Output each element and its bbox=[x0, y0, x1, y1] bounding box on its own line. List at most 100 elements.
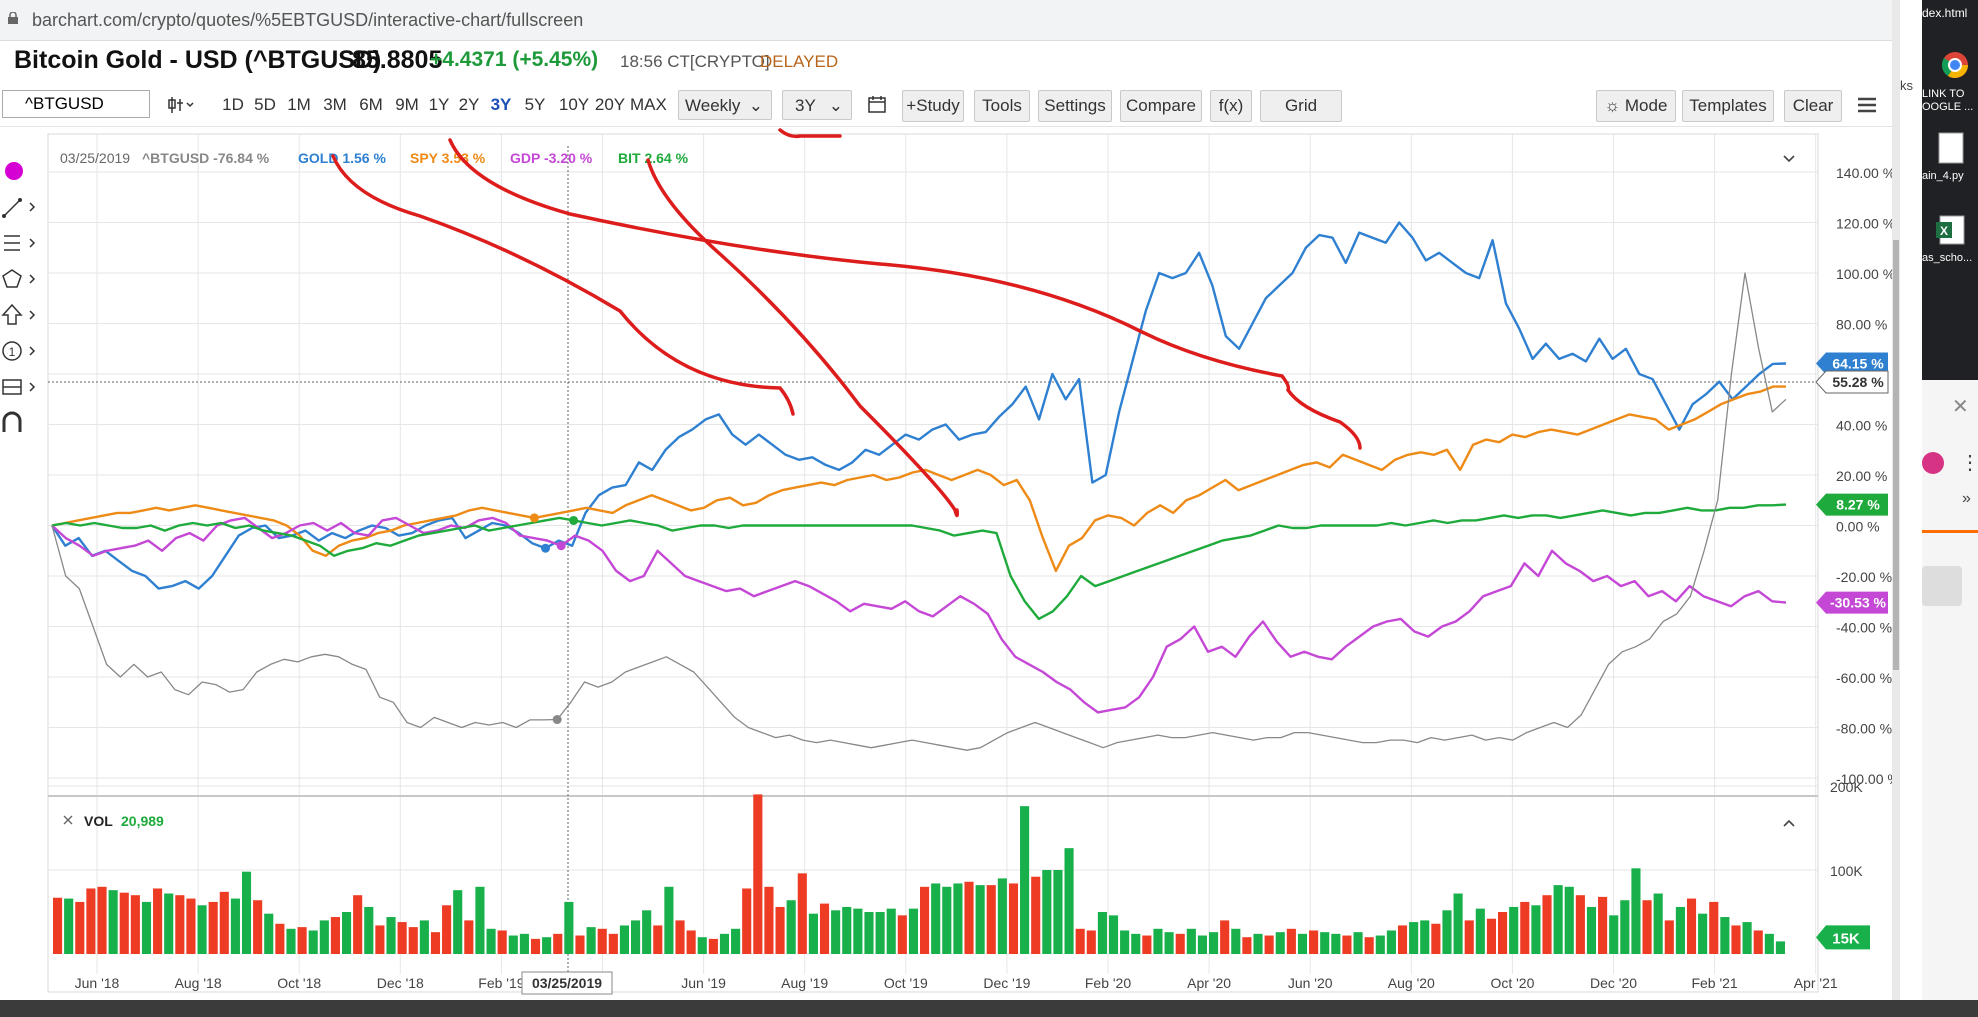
close-icon[interactable] bbox=[63, 815, 73, 825]
price-chart[interactable]: 140.00 %120.00 %100.00 %80.00 %60.00 %40… bbox=[0, 126, 1892, 1000]
period-button-9m[interactable]: 9M bbox=[395, 95, 419, 114]
period-button-5y[interactable]: 5Y bbox=[524, 95, 546, 114]
desktop-shortcut-link[interactable]: LINK TO OOGLE ... bbox=[1922, 88, 1974, 113]
more-vert-icon[interactable]: ⋮ bbox=[1960, 452, 1978, 474]
period-button-1d[interactable]: 1D bbox=[222, 95, 244, 114]
shape-tool-icon[interactable] bbox=[0, 264, 40, 294]
volume-label: VOL bbox=[84, 813, 113, 829]
volume-bar bbox=[1486, 918, 1496, 954]
volume-bar bbox=[408, 927, 418, 954]
volume-bar bbox=[831, 910, 841, 954]
y-tick-label: -20.00 % bbox=[1836, 569, 1892, 585]
chart-type-button[interactable] bbox=[160, 90, 200, 120]
grid-button[interactable]: Grid bbox=[1260, 90, 1342, 122]
volume-bar bbox=[53, 897, 63, 954]
volume-bar bbox=[786, 900, 796, 954]
volume-bar bbox=[364, 906, 374, 954]
number-tool-icon[interactable]: 1 bbox=[0, 336, 40, 366]
annotation-stroke bbox=[646, 158, 959, 518]
period-button-max[interactable]: MAX bbox=[630, 95, 667, 114]
menu-button[interactable] bbox=[1852, 90, 1882, 120]
measure-tool-icon[interactable] bbox=[0, 372, 40, 402]
study-button[interactable]: +Study bbox=[902, 90, 964, 122]
trendline-tool-icon[interactable] bbox=[0, 192, 40, 222]
x-tick-label: Jun '20 bbox=[1288, 975, 1333, 991]
volume-bar bbox=[697, 937, 707, 954]
volume-bar bbox=[986, 885, 996, 954]
volume-bar bbox=[375, 925, 385, 954]
volume-end-tag bbox=[1816, 925, 1870, 950]
desktop-file-xls[interactable]: as_scho... bbox=[1922, 252, 1973, 264]
desktop-file-py[interactable]: ain_4.py bbox=[1922, 170, 1964, 182]
range-select[interactable]: 3Y ⌄ bbox=[782, 90, 852, 120]
period-button-2y[interactable]: 2Y bbox=[458, 95, 480, 114]
address-bar[interactable]: barchart.com/crypto/quotes/%5EBTGUSD/int… bbox=[0, 0, 1892, 41]
interval-select[interactable]: Weekly ⌄ bbox=[678, 90, 772, 120]
desktop-file-html[interactable]: dex.html bbox=[1922, 6, 1968, 20]
period-button-1m[interactable]: 1M bbox=[287, 95, 311, 114]
volume-bar bbox=[797, 873, 807, 954]
arrow-tool-icon[interactable] bbox=[0, 300, 40, 330]
volume-bar bbox=[708, 938, 718, 954]
fx-button[interactable]: f(x) bbox=[1210, 90, 1252, 122]
volume-bar bbox=[1531, 905, 1541, 954]
symbol-input[interactable] bbox=[2, 90, 150, 118]
mode-button[interactable]: ☼ Mode bbox=[1596, 90, 1676, 122]
templates-button[interactable]: Templates bbox=[1682, 90, 1774, 122]
volume-bar bbox=[942, 886, 952, 954]
y-tick-label: -100.00 % bbox=[1836, 771, 1892, 787]
chat-icon[interactable] bbox=[1922, 566, 1962, 606]
volume-bar bbox=[775, 906, 785, 954]
url-text: barchart.com/crypto/quotes/%5EBTGUSD/int… bbox=[32, 10, 584, 30]
volume-bar bbox=[686, 930, 696, 954]
settings-button[interactable]: Settings bbox=[1038, 90, 1112, 122]
tools-button[interactable]: Tools bbox=[974, 90, 1030, 122]
x-tick-label: Aug '18 bbox=[175, 975, 222, 991]
volume-bars bbox=[53, 794, 1785, 954]
volume-bar bbox=[619, 925, 629, 954]
double-chevron-icon[interactable]: » bbox=[1962, 490, 1971, 507]
avatar[interactable] bbox=[1922, 452, 1944, 474]
excel-file-icon[interactable]: X bbox=[1936, 214, 1966, 246]
period-button-5d[interactable]: 5D bbox=[254, 95, 276, 114]
fib-tool-icon[interactable] bbox=[0, 228, 40, 258]
compare-button[interactable]: Compare bbox=[1120, 90, 1202, 122]
y-tick-label: 140.00 % bbox=[1836, 165, 1892, 181]
volume-bar bbox=[553, 933, 563, 954]
x-tick-label: Oct '19 bbox=[884, 975, 928, 991]
period-button-10y[interactable]: 10Y bbox=[558, 95, 590, 114]
x-tick-label: Dec '20 bbox=[1590, 975, 1637, 991]
period-button-3y[interactable]: 3Y bbox=[490, 95, 512, 114]
volume-bar bbox=[920, 886, 930, 954]
volume-bar bbox=[1431, 923, 1441, 954]
chrome-icon[interactable] bbox=[1940, 50, 1970, 80]
calendar-button[interactable] bbox=[862, 90, 892, 120]
volume-bar bbox=[1442, 910, 1452, 954]
chevron-down-icon: ⌄ bbox=[828, 96, 843, 115]
x-tick-label: Dec '19 bbox=[983, 975, 1030, 991]
magnet-icon[interactable] bbox=[0, 408, 40, 438]
period-button-6m[interactable]: 6M bbox=[359, 95, 383, 114]
volume-bar bbox=[931, 883, 941, 954]
scrollbar-thumb[interactable] bbox=[1893, 240, 1899, 670]
volume-bar bbox=[819, 903, 830, 954]
volume-bar bbox=[1020, 806, 1030, 954]
x-tick-label: Feb '20 bbox=[1085, 975, 1131, 991]
period-button-1y[interactable]: 1Y bbox=[428, 95, 450, 114]
color-dot-icon[interactable] bbox=[0, 156, 40, 186]
cursor-point bbox=[541, 543, 551, 553]
volume-bar bbox=[1731, 925, 1741, 954]
volume-bar bbox=[1231, 928, 1241, 954]
python-file-icon[interactable] bbox=[1938, 132, 1964, 164]
expand-chevron-icon[interactable] bbox=[1783, 819, 1795, 827]
volume-bar bbox=[164, 893, 174, 954]
period-button-20y[interactable]: 20Y bbox=[594, 95, 626, 114]
annotation-stroke bbox=[778, 128, 842, 139]
volume-bar bbox=[1553, 885, 1563, 954]
close-icon[interactable]: ✕ bbox=[1952, 396, 1969, 418]
volume-bar bbox=[386, 917, 396, 954]
collapse-chevron-icon[interactable] bbox=[1783, 155, 1795, 163]
clear-button[interactable]: Clear bbox=[1784, 90, 1842, 122]
cursor-point bbox=[569, 515, 579, 525]
period-button-3m[interactable]: 3M bbox=[323, 95, 347, 114]
